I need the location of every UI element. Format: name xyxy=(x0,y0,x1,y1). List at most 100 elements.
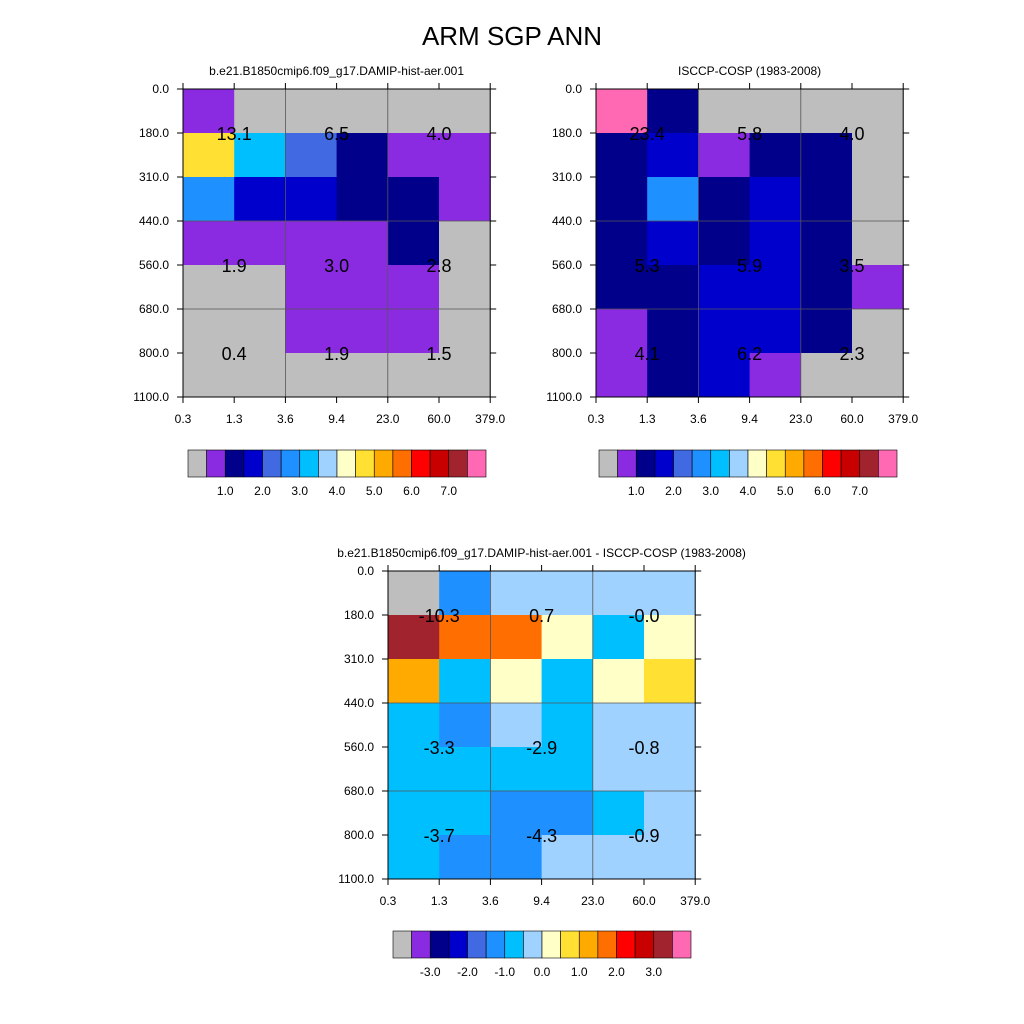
cell-value-label: -0.0 xyxy=(628,606,659,626)
y-tick-label: 310.0 xyxy=(552,170,582,184)
cell-r3-c4 xyxy=(800,221,853,266)
x-tick-label: 1.3 xyxy=(639,412,656,426)
cell-r2-c3 xyxy=(749,177,802,222)
cell-r0-c2 xyxy=(698,89,751,134)
cell-r5-c1 xyxy=(647,309,699,354)
x-tick-label: 0.3 xyxy=(175,412,192,426)
cell-r2-c3 xyxy=(541,659,594,704)
cell-r4-c3 xyxy=(336,265,389,310)
cell-r1-c0 xyxy=(183,133,235,178)
colorbar-box xyxy=(504,930,524,959)
colorbar-box xyxy=(206,449,226,478)
colorbar-box xyxy=(634,930,655,959)
colorbar-box xyxy=(224,449,245,478)
colorbar-label: -3.0 xyxy=(420,965,441,979)
cell-r2-c1 xyxy=(234,177,286,222)
colorbar-box xyxy=(187,449,207,478)
colorbar-box xyxy=(523,930,543,959)
colorbar-box xyxy=(429,930,450,959)
cell-r2-c5 xyxy=(439,177,491,222)
x-tick-label: 9.4 xyxy=(328,412,345,426)
cell-r1-c4 xyxy=(800,133,853,178)
y-tick-label: 1100.0 xyxy=(546,390,582,404)
panel-title: b.e21.B1850cmip6.f09_g17.DAMIP-hist-aer.… xyxy=(209,64,464,78)
cell-r3-c0 xyxy=(596,221,648,266)
colorbar-box xyxy=(691,449,712,478)
colorbar-box xyxy=(766,449,786,478)
colorbar-box xyxy=(262,449,282,478)
cell-r2-c1 xyxy=(439,659,491,704)
cell-r6-c3 xyxy=(749,353,802,398)
cell-r2-c4 xyxy=(800,177,853,222)
x-tick-label: 379.0 xyxy=(475,412,505,426)
colorbar-box xyxy=(355,449,375,478)
y-tick-label: 560.0 xyxy=(552,258,582,272)
cell-r1-c5 xyxy=(439,133,491,178)
colorbar-box xyxy=(822,449,842,478)
cell-r2-c1 xyxy=(647,177,699,222)
colorbar-label: 3.0 xyxy=(291,484,308,498)
colorbar: 1.0 2.0 3.0 4.0 5.0 6.0 7.0 xyxy=(598,449,898,498)
cell-r5-c4 xyxy=(592,791,645,836)
y-tick-label: 560.0 xyxy=(139,258,169,272)
cell-r5-c4 xyxy=(387,309,440,354)
cell-r1-c3 xyxy=(336,133,389,178)
colorbar-box xyxy=(616,930,636,959)
colorbar-box xyxy=(392,449,412,478)
y-tick-label: 310.0 xyxy=(344,652,374,666)
cell-value-label: -3.7 xyxy=(424,826,455,846)
main-title: ARM SGP ANN xyxy=(422,21,602,51)
cell-r6-c5 xyxy=(644,835,696,880)
cell-value-label: 4.1 xyxy=(635,344,660,364)
y-tick-label: 1100.0 xyxy=(338,872,374,886)
cell-r3-c1 xyxy=(647,221,699,266)
cell-r4-c5 xyxy=(439,265,491,310)
x-tick-label: 60.0 xyxy=(427,412,451,426)
cell-r5-c5 xyxy=(852,309,904,354)
cell-r0-c1 xyxy=(439,571,491,616)
cell-r5-c3 xyxy=(749,309,802,354)
cell-r4-c5 xyxy=(644,747,696,792)
x-tick-label: 23.0 xyxy=(376,412,400,426)
cell-r3-c5 xyxy=(439,221,491,266)
colorbar-box xyxy=(653,930,673,959)
y-tick-label: 800.0 xyxy=(344,828,374,842)
colorbar-box xyxy=(578,930,599,959)
cell-r2-c5 xyxy=(852,177,904,222)
cell-r3-c5 xyxy=(644,703,696,748)
colorbar-box xyxy=(392,930,412,959)
colorbar-box xyxy=(280,449,301,478)
cell-r6-c4 xyxy=(592,835,645,880)
cell-r6-c0 xyxy=(596,353,648,398)
y-tick-label: 440.0 xyxy=(344,696,374,710)
x-tick-label: 3.6 xyxy=(690,412,707,426)
x-tick-label: 3.6 xyxy=(482,894,499,908)
colorbar-box xyxy=(784,449,805,478)
x-tick-label: 60.0 xyxy=(840,412,864,426)
cell-r4-c2 xyxy=(490,747,543,792)
cell-r3-c2 xyxy=(490,703,543,748)
cell-r5-c0 xyxy=(183,309,235,354)
colorbar-box xyxy=(299,449,319,478)
colorbar: 1.0 2.0 3.0 4.0 5.0 6.0 7.0 xyxy=(187,449,487,498)
cell-r3-c1 xyxy=(234,221,286,266)
cell-value-label: -4.3 xyxy=(526,826,557,846)
cell-r2-c2 xyxy=(285,177,338,222)
cell-r1-c4 xyxy=(387,133,440,178)
colorbar-box xyxy=(373,449,394,478)
colorbar-box xyxy=(429,449,450,478)
colorbar-box xyxy=(467,930,487,959)
cell-value-label: 1.5 xyxy=(426,344,451,364)
cell-r6-c1 xyxy=(647,353,699,398)
y-tick-label: 180.0 xyxy=(552,126,582,140)
cell-value-label: 6.5 xyxy=(324,124,349,144)
cell-r0-c3 xyxy=(541,571,594,616)
y-tick-label: 310.0 xyxy=(139,170,169,184)
cell-r0-c4 xyxy=(592,571,645,616)
colorbar-label: -1.0 xyxy=(494,965,515,979)
cell-r5-c0 xyxy=(388,791,440,836)
panel-model: b.e21.B1850cmip6.f09_g17.DAMIP-hist-aer.… xyxy=(133,64,505,498)
x-tick-label: 9.4 xyxy=(533,894,550,908)
y-tick-label: 680.0 xyxy=(344,784,374,798)
cell-value-label: -3.3 xyxy=(424,738,455,758)
